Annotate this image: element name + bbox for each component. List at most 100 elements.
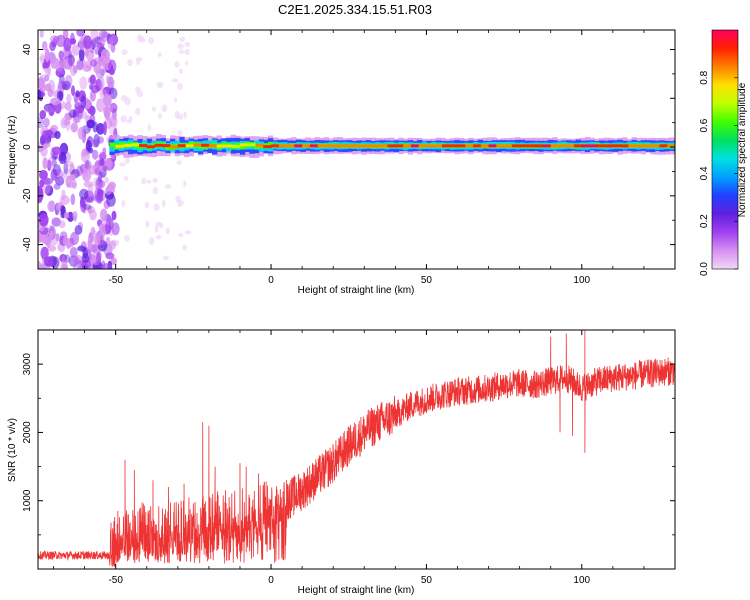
x-tick-label: 50 [421, 575, 433, 586]
signal-core-cell [620, 144, 629, 148]
noise-blob [53, 183, 61, 190]
signal-core-cell [418, 144, 427, 148]
noise-blob [48, 230, 54, 239]
noise-blob [69, 231, 80, 246]
noise-blob [95, 178, 103, 190]
signal-core-cell [379, 144, 389, 148]
noise-blob [47, 200, 56, 212]
colorbar-tick-label: 0.6 [699, 118, 710, 132]
noise-blob [96, 251, 102, 266]
noise-blob [64, 74, 73, 88]
noise-blob [40, 85, 46, 93]
noise-blob [90, 58, 98, 67]
spectrogram-x-ticks: -50 0 50 100 [53, 30, 676, 286]
stray-dot [147, 124, 152, 132]
stray-dot [154, 224, 159, 233]
noise-blob [66, 93, 72, 104]
noise-blob [56, 90, 64, 101]
noise-blob [105, 252, 115, 260]
signal-core-cell [115, 144, 124, 148]
signal-core-cell [542, 144, 552, 148]
noise-blob [94, 78, 103, 92]
noise-blob [96, 98, 105, 113]
x-tick-label: 0 [268, 575, 274, 586]
stray-dot [146, 179, 152, 184]
noise-blob [58, 174, 66, 181]
noise-blob [77, 260, 84, 269]
noise-blob [65, 118, 71, 132]
noise-blob [72, 116, 81, 124]
y-tick-label: 1000 [22, 489, 33, 512]
signal-core-cell [325, 144, 334, 148]
signal-core-cell [232, 144, 241, 148]
noise-blob [91, 84, 100, 94]
y-tick-label: -40 [22, 237, 33, 252]
colorbar-ticks: 0.0 0.2 0.4 0.6 0.8 [699, 70, 738, 276]
signal-core-cell [636, 144, 645, 148]
signal-core-cell [511, 144, 521, 148]
signal-core-cell [605, 144, 614, 148]
noise-blob [38, 213, 49, 227]
noise-blob [84, 160, 92, 170]
signal-band-cell [239, 144, 246, 150]
x-tick-label: 100 [573, 275, 590, 286]
stray-dot [184, 230, 192, 235]
noise-blob [63, 254, 71, 264]
noise-blob [59, 204, 64, 219]
noise-blob [70, 193, 76, 206]
noise-blob [76, 60, 84, 71]
signal-core-cell [480, 144, 490, 148]
noise-blob [67, 54, 75, 67]
snr-x-label: Height of straight line (km) [298, 585, 415, 596]
noise-blob [55, 176, 65, 186]
noise-blob [108, 87, 118, 100]
x-tick-label: 0 [268, 275, 274, 286]
noise-blob [87, 205, 93, 214]
signal-core-cell [247, 143, 257, 147]
signal-core-cell [457, 144, 466, 148]
signal-band-cell [109, 142, 115, 152]
y-tick-label: 3000 [22, 353, 33, 376]
noise-blob [78, 48, 85, 62]
noise-blob [104, 186, 113, 195]
noise-blob [51, 146, 62, 155]
noise-blob [47, 159, 52, 171]
noise-blob [102, 165, 108, 172]
noise-blob [49, 41, 56, 52]
noise-blob [107, 36, 114, 49]
y-tick-label: 20 [22, 92, 33, 104]
stray-dot [179, 36, 186, 43]
stray-dot [121, 49, 128, 56]
noise-blob [68, 109, 77, 119]
stray-dot [185, 60, 189, 66]
noise-blob [51, 159, 58, 167]
noise-blob [80, 149, 90, 163]
noise-blob [83, 35, 92, 50]
noise-blob [66, 160, 74, 167]
noise-blob [59, 142, 69, 155]
stray-dot [136, 34, 143, 42]
noise-blob [53, 35, 60, 43]
noise-blob [38, 78, 45, 86]
noise-blob [97, 240, 108, 252]
noise-blob [105, 236, 111, 245]
noise-blob [62, 119, 71, 126]
noise-blob [70, 122, 79, 133]
spectrogram-y-label: Frequency (Hz) [7, 116, 18, 185]
noise-blob [54, 130, 61, 140]
stray-dot [152, 186, 159, 195]
noise-blob [38, 90, 42, 99]
snr-y-ticks: 1000 2000 3000 [22, 329, 675, 570]
signal-core-cell [372, 144, 381, 148]
stray-dot [148, 36, 155, 44]
noise-blob [97, 76, 105, 91]
noise-blob [81, 252, 90, 264]
signal-core-cell [123, 143, 132, 147]
signal-core-cell [208, 144, 218, 148]
spectrogram-marks [38, 30, 675, 269]
signal-core-cell [550, 144, 559, 148]
signal-core-cell [473, 144, 482, 148]
noise-blob [110, 257, 117, 266]
signal-core-cell [138, 144, 148, 148]
y-tick-label: 2000 [22, 421, 33, 444]
